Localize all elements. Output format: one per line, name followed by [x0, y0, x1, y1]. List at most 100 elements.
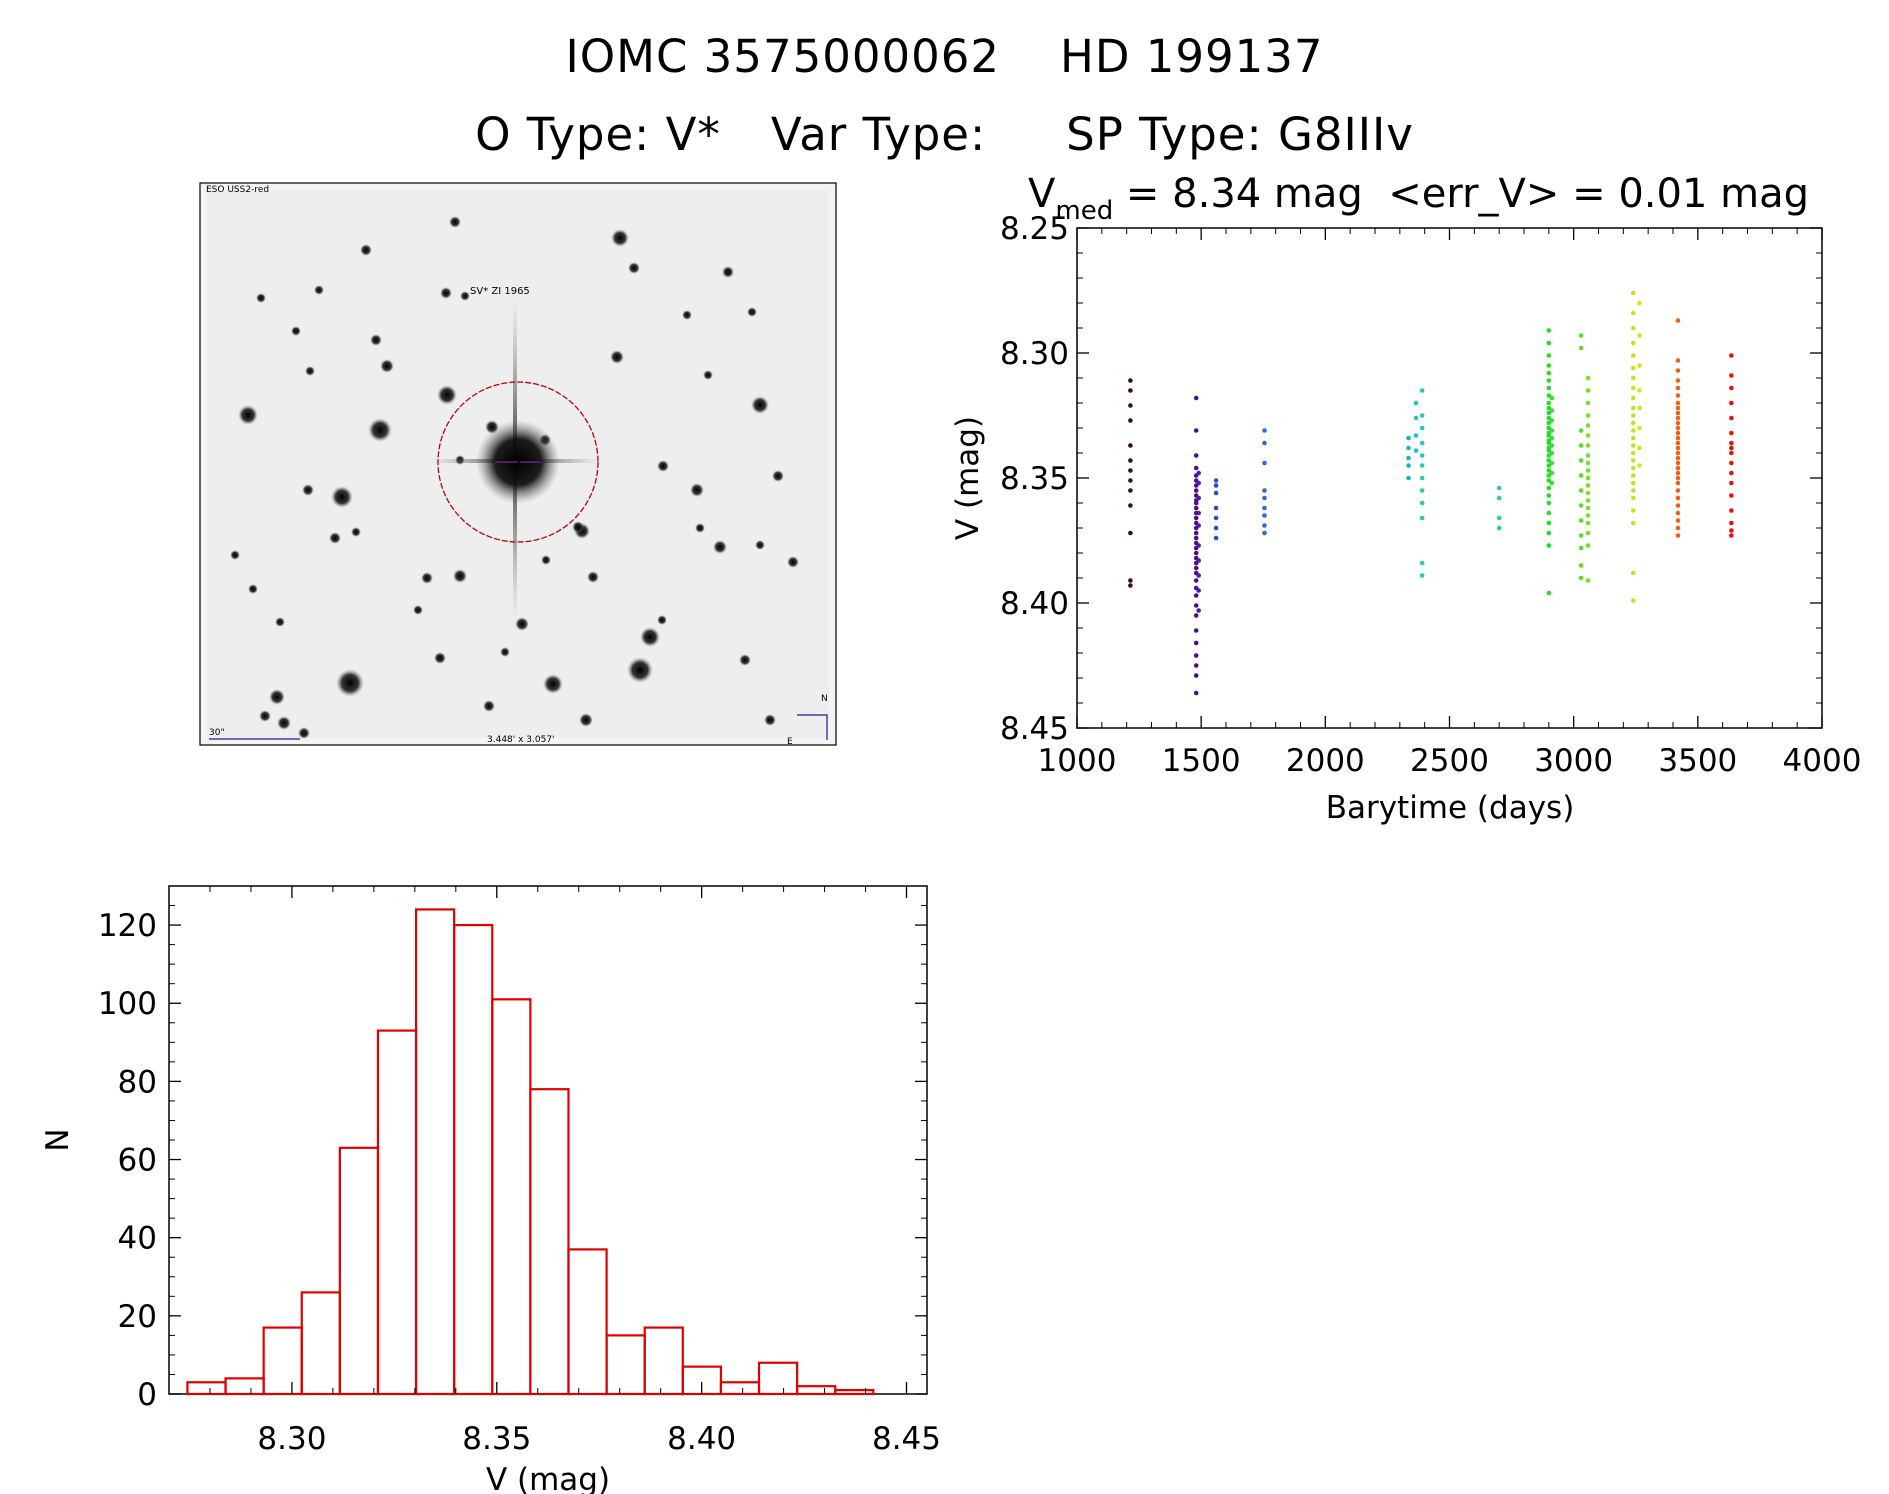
light-curve-point [1729, 415, 1734, 421]
light-curve-point [1419, 500, 1425, 506]
field-star [657, 460, 669, 472]
light-curve-point [1585, 578, 1591, 583]
field-star [682, 310, 692, 320]
light-curve-point [1630, 340, 1636, 346]
field-star [440, 287, 452, 299]
light-curve-point [1196, 588, 1201, 593]
field-star [572, 521, 584, 533]
field-star [515, 617, 529, 631]
light-curve-point [1549, 480, 1555, 486]
light-curve-point [1675, 518, 1681, 523]
light-curve-point [1675, 465, 1681, 471]
light-curve-point [1406, 463, 1411, 468]
x-tick-label: 1500 [1162, 743, 1241, 779]
light-curve-point [1262, 488, 1267, 493]
target-marker: × [514, 455, 524, 469]
field-star [755, 540, 765, 550]
light-curve-point [1630, 488, 1636, 493]
light-curve-point [1637, 333, 1642, 338]
light-curve-point [1546, 340, 1552, 346]
light-curve-point [1729, 373, 1734, 378]
field-star [248, 584, 258, 594]
light-curve-point [1729, 440, 1734, 446]
x-tick-label: 2000 [1286, 743, 1365, 779]
light-curve-point [1637, 425, 1642, 431]
light-curve-point [1637, 300, 1642, 306]
spectral-type: SP Type: G8IIIv [1066, 108, 1414, 161]
light-curve-point [1675, 450, 1681, 456]
light-curve-point [1128, 388, 1133, 393]
light-curve-point [1128, 378, 1133, 383]
light-curve-point [1549, 408, 1555, 413]
field-star [336, 669, 364, 697]
light-curve-point [1549, 435, 1555, 441]
light-curve-point [1675, 420, 1681, 426]
light-curve-point [1128, 443, 1133, 448]
light-curve-point [1578, 533, 1584, 538]
light-curve-point [1578, 575, 1584, 581]
field-star [587, 571, 599, 583]
light-curve-point [1196, 558, 1201, 563]
light-curve-point [1213, 483, 1219, 488]
field-star [360, 244, 372, 256]
field-star [579, 713, 593, 727]
field-star [230, 550, 240, 560]
light-curve-point [1675, 318, 1681, 323]
field-star [610, 350, 624, 364]
light-curve-point [1630, 428, 1636, 433]
light-curve-point [1546, 510, 1552, 516]
light-curve-point [1546, 363, 1552, 368]
field-star [628, 262, 640, 274]
x-tick-label: 2500 [1410, 743, 1489, 779]
light-curve-point [1630, 385, 1636, 391]
histogram-xlabel: V (mag) [486, 1462, 610, 1494]
field-star [453, 569, 467, 583]
field-star [269, 689, 285, 705]
light-curve-point [1729, 508, 1734, 513]
light-curve-point [1546, 520, 1552, 526]
light-curve-point [1193, 500, 1199, 506]
light-curve-title: Vmed = 8.34 mag <err_V> = 0.01 mag [1028, 171, 1809, 226]
light-curve-point [1213, 525, 1219, 531]
light-curve-point [1546, 353, 1552, 358]
light-curve-point [1578, 563, 1584, 568]
y-tick-label: 8.40 [1000, 586, 1069, 622]
light-curve-point [1549, 418, 1555, 423]
light-curve-point [1546, 485, 1552, 491]
light-curve-point [1193, 565, 1199, 571]
field-star [329, 532, 341, 544]
field-star [739, 654, 751, 666]
light-curve-point [1729, 450, 1734, 456]
light-curve-point [1630, 570, 1636, 576]
light-curve-point [1578, 458, 1584, 463]
object-id: IOMC 3575000062 [565, 30, 1000, 83]
field-star [298, 727, 310, 739]
light-curve-point [1675, 503, 1681, 508]
field-star [331, 486, 353, 508]
light-curve-point [1193, 640, 1199, 646]
field-star [747, 307, 757, 317]
histogram-bar [262, 1326, 303, 1396]
light-curve-point [1729, 430, 1734, 436]
light-curve-point [1546, 385, 1552, 391]
light-curve-point [1630, 405, 1636, 411]
light-curve-point [1196, 470, 1201, 476]
light-curve-point [1585, 505, 1591, 511]
light-curve-point [1729, 520, 1734, 526]
light-curve-point [1675, 368, 1681, 373]
field-star [434, 652, 446, 664]
light-curve-point [1729, 493, 1734, 498]
light-curve-point [1637, 388, 1642, 393]
y-tick-label: 0 [137, 1377, 157, 1413]
light-curve-point [1128, 468, 1133, 473]
light-curve-point [1196, 523, 1201, 528]
light-curve-point [1630, 480, 1636, 486]
light-curve-point [1546, 530, 1552, 536]
light-curve-point [1675, 358, 1681, 363]
light-curve-point [1675, 460, 1681, 466]
light-curve-point [1675, 445, 1681, 451]
light-curve-point [1262, 505, 1267, 511]
light-curve-point [1193, 488, 1199, 493]
field-star [238, 405, 258, 425]
histogram-bar [567, 1248, 608, 1396]
